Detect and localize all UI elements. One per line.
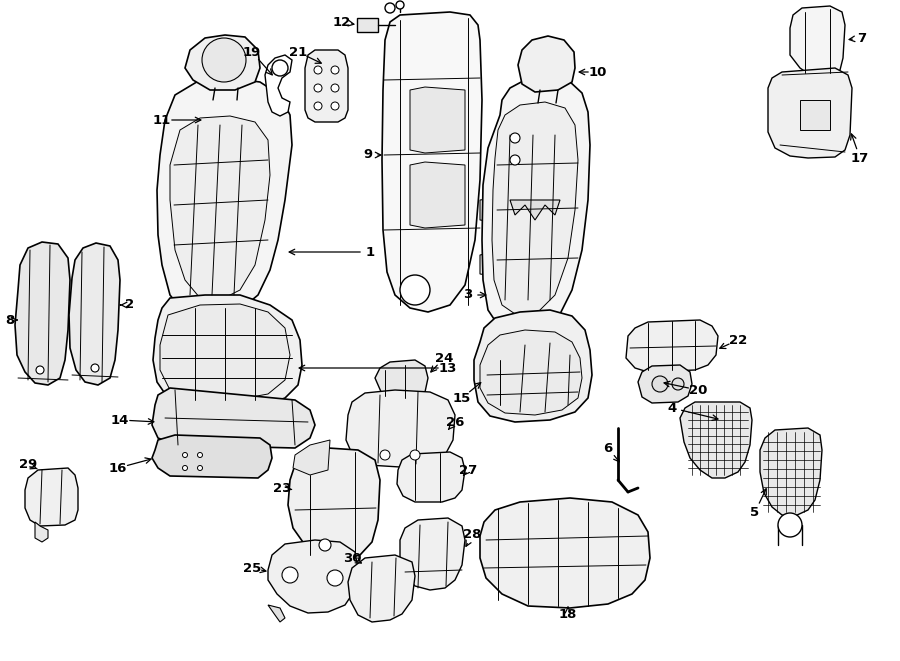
Polygon shape xyxy=(153,295,302,408)
Polygon shape xyxy=(480,498,650,608)
Text: 19: 19 xyxy=(243,46,261,59)
Circle shape xyxy=(400,275,430,305)
Circle shape xyxy=(314,102,322,110)
Text: 16: 16 xyxy=(109,461,127,475)
Polygon shape xyxy=(410,87,465,153)
Circle shape xyxy=(778,513,802,537)
Polygon shape xyxy=(152,435,272,478)
Polygon shape xyxy=(480,198,498,222)
Circle shape xyxy=(36,366,44,374)
Circle shape xyxy=(410,450,420,460)
Polygon shape xyxy=(768,68,852,158)
Circle shape xyxy=(272,60,288,76)
Text: 23: 23 xyxy=(273,481,292,494)
Polygon shape xyxy=(15,242,70,385)
Polygon shape xyxy=(305,50,348,122)
Polygon shape xyxy=(680,402,752,478)
Polygon shape xyxy=(69,243,120,385)
Polygon shape xyxy=(482,77,590,335)
Text: 29: 29 xyxy=(19,459,37,471)
Circle shape xyxy=(282,567,298,583)
Text: 27: 27 xyxy=(459,463,477,477)
Polygon shape xyxy=(638,365,692,403)
Circle shape xyxy=(672,378,684,390)
Polygon shape xyxy=(35,522,48,542)
Polygon shape xyxy=(25,468,78,526)
Polygon shape xyxy=(170,116,270,300)
Circle shape xyxy=(314,66,322,74)
Text: 2: 2 xyxy=(125,299,135,311)
Text: 26: 26 xyxy=(446,416,464,428)
Polygon shape xyxy=(397,452,465,502)
Polygon shape xyxy=(265,55,292,116)
Circle shape xyxy=(197,453,202,457)
Polygon shape xyxy=(288,448,380,560)
Polygon shape xyxy=(510,200,560,220)
Text: 9: 9 xyxy=(364,149,373,161)
Polygon shape xyxy=(348,555,415,622)
Text: 4: 4 xyxy=(668,401,677,414)
Polygon shape xyxy=(400,518,465,590)
Polygon shape xyxy=(760,428,822,516)
Circle shape xyxy=(380,450,390,460)
Circle shape xyxy=(202,38,246,82)
Polygon shape xyxy=(800,100,830,130)
Polygon shape xyxy=(626,320,718,372)
Text: 20: 20 xyxy=(688,383,707,397)
Polygon shape xyxy=(185,35,260,90)
Text: 17: 17 xyxy=(850,151,869,165)
Polygon shape xyxy=(492,102,578,316)
Circle shape xyxy=(327,570,343,586)
Circle shape xyxy=(385,3,395,13)
Polygon shape xyxy=(410,162,465,228)
Polygon shape xyxy=(382,12,482,312)
Text: 3: 3 xyxy=(464,288,472,301)
Text: 1: 1 xyxy=(365,245,374,258)
Circle shape xyxy=(183,453,187,457)
Circle shape xyxy=(331,66,339,74)
Text: 18: 18 xyxy=(559,609,577,621)
Text: 30: 30 xyxy=(343,551,361,564)
Text: 6: 6 xyxy=(603,442,613,455)
Text: 14: 14 xyxy=(111,414,130,426)
Polygon shape xyxy=(480,252,498,276)
Text: 10: 10 xyxy=(589,65,608,79)
Text: 7: 7 xyxy=(858,32,867,44)
Text: 21: 21 xyxy=(289,46,307,59)
Circle shape xyxy=(331,84,339,92)
Circle shape xyxy=(331,102,339,110)
Text: 28: 28 xyxy=(463,529,482,541)
Polygon shape xyxy=(375,360,428,400)
Polygon shape xyxy=(518,36,575,92)
Text: 13: 13 xyxy=(439,362,457,375)
Polygon shape xyxy=(160,304,290,400)
Circle shape xyxy=(314,84,322,92)
Circle shape xyxy=(510,155,520,165)
Circle shape xyxy=(510,133,520,143)
Polygon shape xyxy=(790,6,845,75)
Polygon shape xyxy=(152,388,315,448)
Text: 24: 24 xyxy=(435,352,454,364)
Polygon shape xyxy=(268,605,285,622)
Text: 11: 11 xyxy=(153,114,171,126)
Text: 8: 8 xyxy=(5,313,14,327)
Text: 22: 22 xyxy=(729,334,747,346)
Text: 5: 5 xyxy=(751,506,760,518)
Polygon shape xyxy=(268,540,358,613)
Circle shape xyxy=(319,539,331,551)
Text: 15: 15 xyxy=(453,391,471,405)
Polygon shape xyxy=(346,390,455,467)
Polygon shape xyxy=(157,78,292,318)
Text: 12: 12 xyxy=(333,15,351,28)
Circle shape xyxy=(183,465,187,471)
Text: 25: 25 xyxy=(243,561,261,574)
Polygon shape xyxy=(480,330,582,415)
Circle shape xyxy=(396,1,404,9)
Circle shape xyxy=(197,465,202,471)
Polygon shape xyxy=(293,440,330,475)
Polygon shape xyxy=(474,310,592,422)
Circle shape xyxy=(652,376,668,392)
Circle shape xyxy=(91,364,99,372)
Polygon shape xyxy=(357,18,378,32)
